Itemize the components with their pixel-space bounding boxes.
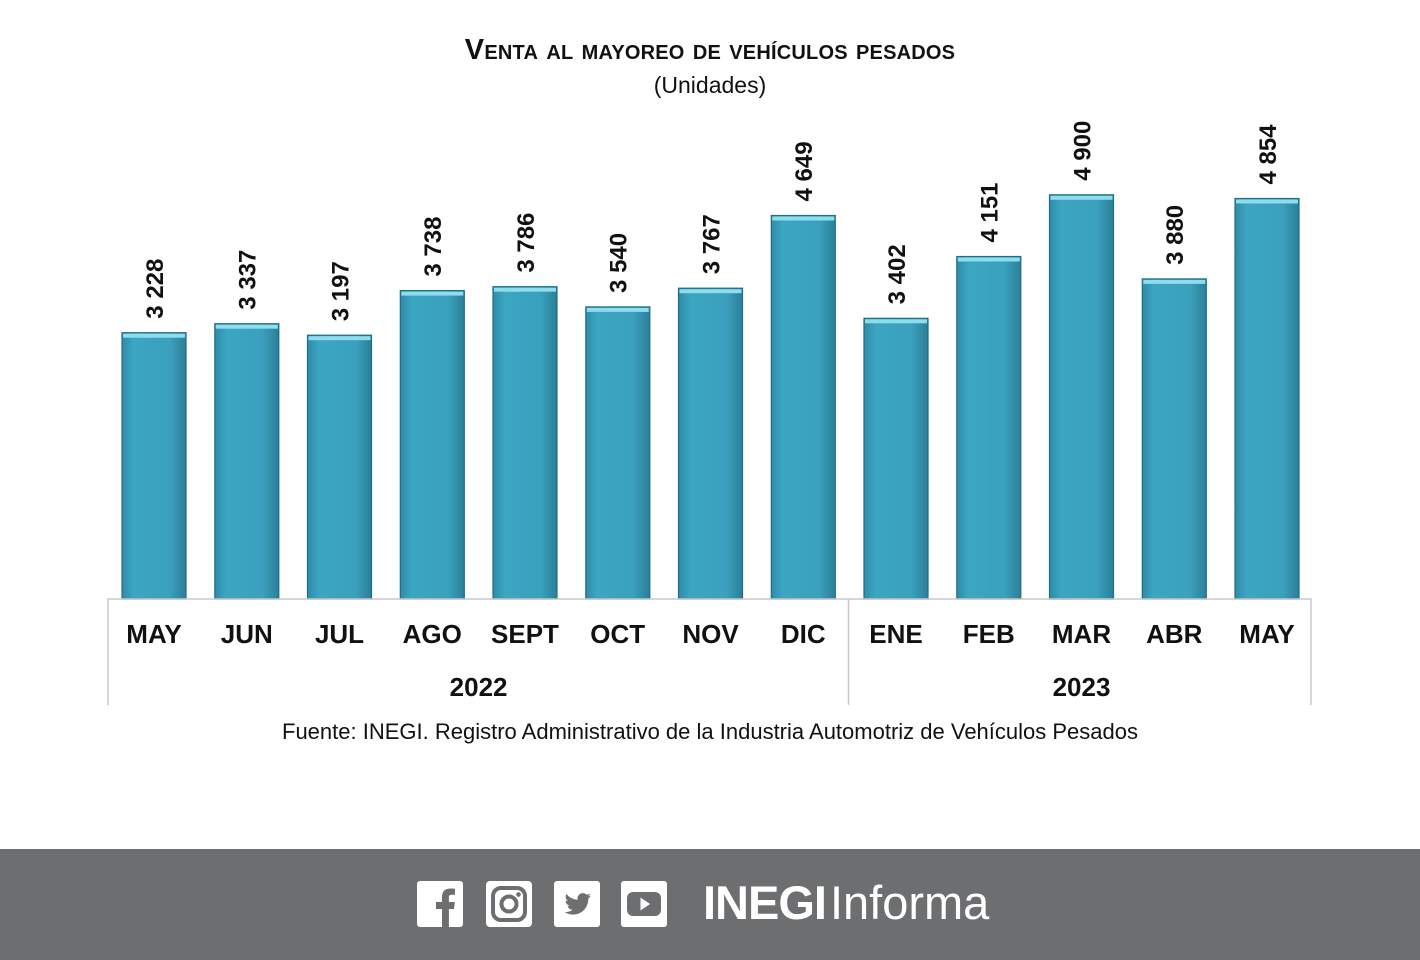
value-label-12: 4 854 bbox=[1255, 124, 1282, 185]
bar-top-highlight-10 bbox=[1050, 195, 1113, 200]
instagram-icon[interactable] bbox=[486, 881, 532, 927]
value-label-3: 3 738 bbox=[420, 217, 447, 277]
bar-7 bbox=[770, 214, 836, 600]
value-label-2: 3 197 bbox=[328, 261, 355, 321]
bar-top-highlight-2 bbox=[308, 336, 371, 341]
bar-6 bbox=[677, 287, 744, 600]
bar-top-highlight-0 bbox=[123, 333, 185, 338]
category-label-1: JUN bbox=[221, 619, 273, 649]
bar-9 bbox=[956, 255, 1022, 600]
bar-top-highlight-1 bbox=[215, 324, 278, 329]
bar-chart: 3 228 3 337 3 197 3 738 3 786 3 540 3 767 4 649… bbox=[107, 121, 1312, 705]
category-label-2: JUL bbox=[315, 619, 364, 649]
category-label-5: OCT bbox=[590, 619, 645, 649]
year-label-2022: 2022 bbox=[450, 672, 508, 702]
bar-12 bbox=[1234, 197, 1300, 600]
bar-top-highlight-9 bbox=[957, 257, 1020, 262]
category-label-9: FEB bbox=[963, 619, 1015, 649]
category-label-7: DIC bbox=[781, 619, 826, 649]
value-label-1: 3 337 bbox=[235, 250, 262, 310]
chart-subtitle: (Unidades) bbox=[653, 72, 767, 98]
bar-top-highlight-12 bbox=[1236, 199, 1298, 204]
bar-3 bbox=[399, 290, 465, 600]
year-label-2023: 2023 bbox=[1053, 672, 1111, 702]
category-axis: MAY JUN JUL AGO SEPT OCT NOV DIC ENE FEB MAR ABR MAY… bbox=[107, 598, 1312, 705]
bar-top-highlight-5 bbox=[586, 307, 649, 312]
value-label-6: 3 767 bbox=[699, 214, 726, 274]
bar-0 bbox=[121, 332, 187, 600]
brand-light: Informa bbox=[829, 876, 990, 929]
category-label-6: NOV bbox=[682, 619, 739, 649]
bar-1 bbox=[214, 323, 280, 600]
bar-top-highlight-3 bbox=[401, 291, 464, 296]
bar-top-highlight-7 bbox=[772, 216, 835, 221]
bar-top-highlight-11 bbox=[1143, 279, 1206, 284]
category-label-12: MAY bbox=[1239, 619, 1294, 649]
value-label-5: 3 540 bbox=[606, 233, 633, 293]
bar-4 bbox=[492, 286, 558, 600]
inegi-informa-logo: INEGIInforma bbox=[703, 875, 989, 931]
value-label-4: 3 786 bbox=[513, 213, 540, 273]
bar-11 bbox=[1141, 278, 1207, 600]
facebook-icon[interactable] bbox=[417, 881, 463, 927]
source-note: Fuente: INEGI. Registro Administrativo d… bbox=[282, 719, 1138, 744]
twitter-icon[interactable] bbox=[554, 881, 600, 927]
footer-bar: INEGIInforma bbox=[0, 849, 1420, 960]
bar-10 bbox=[1048, 194, 1115, 600]
value-label-11: 3 880 bbox=[1162, 205, 1189, 265]
brand-strong: INEGI bbox=[703, 876, 827, 929]
value-label-8: 3 402 bbox=[884, 244, 911, 304]
bar-top-highlight-8 bbox=[865, 319, 927, 324]
value-label-10: 4 900 bbox=[1070, 121, 1097, 181]
value-label-9: 4 151 bbox=[977, 182, 1004, 242]
category-label-8: ENE bbox=[869, 619, 922, 649]
bar-2 bbox=[306, 334, 373, 600]
category-label-10: MAR bbox=[1052, 619, 1111, 649]
value-label-7: 4 649 bbox=[791, 141, 818, 201]
bar-top-highlight-6 bbox=[679, 289, 742, 294]
chart-title: Venta al mayoreo de vehículos pesados bbox=[464, 34, 956, 66]
bars-layer: 3 228 3 337 3 197 3 738 3 786 3 540 3 767 4 649… bbox=[121, 121, 1300, 600]
category-label-0: MAY bbox=[126, 619, 181, 649]
bar-5 bbox=[585, 306, 651, 600]
category-label-11: ABR bbox=[1146, 619, 1203, 649]
category-label-4: SEPT bbox=[491, 619, 559, 649]
axis-frame bbox=[107, 598, 1312, 705]
value-label-0: 3 228 bbox=[142, 259, 169, 319]
bar-top-highlight-4 bbox=[494, 287, 556, 292]
category-label-3: AGO bbox=[403, 619, 462, 649]
bar-8 bbox=[863, 317, 929, 600]
youtube-icon[interactable] bbox=[621, 881, 667, 927]
